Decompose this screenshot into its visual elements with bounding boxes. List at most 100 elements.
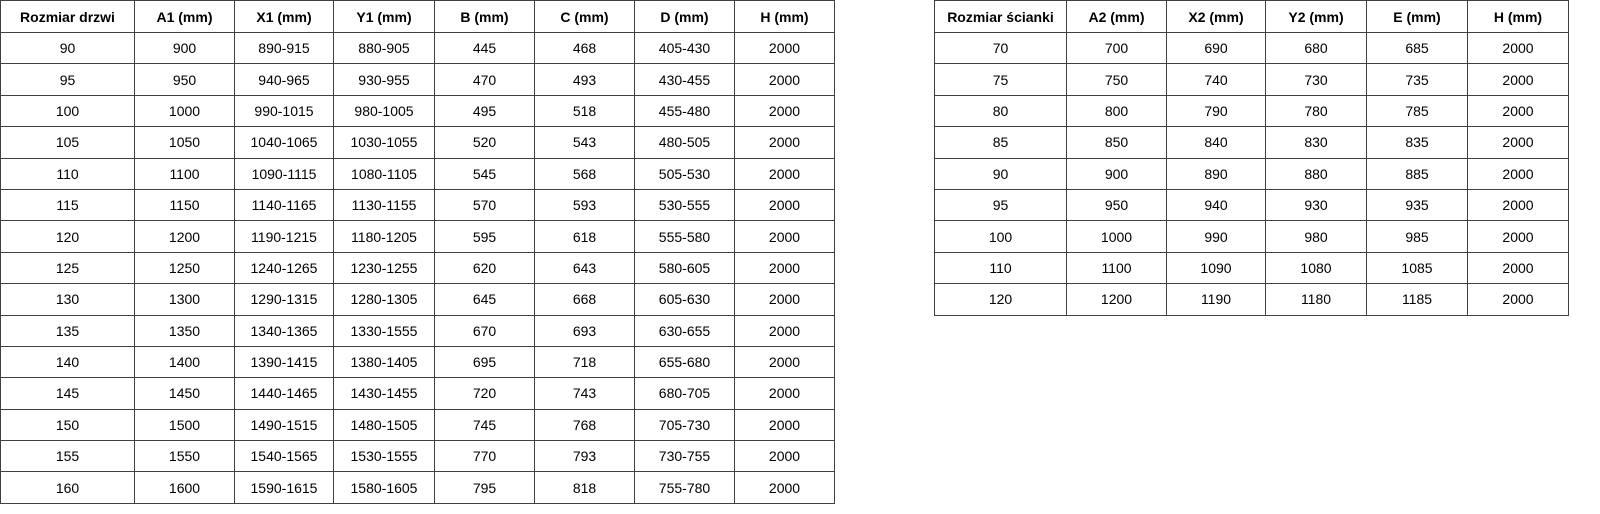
table-cell: 1240-1265 bbox=[234, 251, 334, 285]
table-cell: 730 bbox=[1265, 63, 1367, 96]
table-cell: 580-605 bbox=[634, 251, 735, 285]
table-cell: 1180-1205 bbox=[333, 220, 435, 253]
table-row: 145 1450 1440-1465 1430-1455 720 743 680-705 20… bbox=[0, 377, 835, 410]
table-cell: 935 bbox=[1366, 188, 1468, 222]
table-cell: 990-1015 bbox=[234, 94, 334, 128]
table-cell: 145 bbox=[0, 377, 135, 410]
table-cell: 1000 bbox=[134, 94, 235, 128]
table-cell: 405-430 bbox=[634, 31, 735, 65]
table-cell: 1400 bbox=[134, 345, 235, 379]
column-header: D (mm) bbox=[634, 0, 735, 33]
table-cell: 668 bbox=[534, 283, 635, 316]
table-cell: 2000 bbox=[734, 408, 835, 442]
table-cell: 495 bbox=[434, 94, 535, 128]
table-cell: 445 bbox=[434, 31, 535, 65]
door-size-table: Rozmiar drzwi A1 (mm) X1 (mm) Y1 (mm) B (mm)… bbox=[0, 0, 835, 504]
table-cell: 160 bbox=[0, 471, 135, 504]
table-cell: 790 bbox=[1166, 94, 1266, 128]
table-cell: 543 bbox=[534, 126, 635, 159]
table-cell: 1340-1365 bbox=[234, 314, 334, 347]
table-cell: 680-705 bbox=[634, 377, 735, 410]
table-cell: 900 bbox=[1066, 157, 1167, 190]
table-cell: 135 bbox=[0, 314, 135, 347]
table-cell: 718 bbox=[534, 345, 635, 379]
table-cell: 155 bbox=[0, 440, 135, 473]
table-cell: 700 bbox=[1066, 31, 1167, 65]
table-cell: 2000 bbox=[734, 220, 835, 253]
column-header: Rozmiar ścianki bbox=[934, 0, 1067, 33]
table-cell: 605-630 bbox=[634, 283, 735, 316]
table-cell: 2000 bbox=[734, 440, 835, 473]
table-cell: 2000 bbox=[1467, 94, 1569, 128]
table-cell: 593 bbox=[534, 188, 635, 222]
table-row: 85 850 840 830 835 2000 bbox=[934, 126, 1569, 159]
table-cell: 568 bbox=[534, 157, 635, 190]
table-cell: 1250 bbox=[134, 251, 235, 285]
table-cell: 95 bbox=[0, 63, 135, 96]
table-cell: 680 bbox=[1265, 31, 1367, 65]
table-cell: 70 bbox=[934, 31, 1067, 65]
table-cell: 1190 bbox=[1166, 283, 1266, 316]
table-cell: 1190-1215 bbox=[234, 220, 334, 253]
table-cell: 1100 bbox=[134, 157, 235, 190]
table-cell: 900 bbox=[134, 31, 235, 65]
table-cell: 1600 bbox=[134, 471, 235, 504]
table-cell: 880-905 bbox=[333, 31, 435, 65]
table-cell: 985 bbox=[1366, 220, 1468, 253]
table-cell: 1185 bbox=[1366, 283, 1468, 316]
table-cell: 2000 bbox=[1467, 251, 1569, 285]
table-cell: 75 bbox=[934, 63, 1067, 96]
column-header: X1 (mm) bbox=[234, 0, 334, 33]
table-cell: 110 bbox=[934, 251, 1067, 285]
table-cell: 90 bbox=[0, 31, 135, 65]
table-cell: 470 bbox=[434, 63, 535, 96]
table-cell: 468 bbox=[534, 31, 635, 65]
table-row: 155 1550 1540-1565 1530-1555 770 793 730-755 20… bbox=[0, 440, 835, 473]
table-cell: 705-730 bbox=[634, 408, 735, 442]
table-cell: 990 bbox=[1166, 220, 1266, 253]
table-cell: 120 bbox=[0, 220, 135, 253]
table-cell: 2000 bbox=[1467, 63, 1569, 96]
table-cell: 1150 bbox=[134, 188, 235, 222]
table-cell: 1450 bbox=[134, 377, 235, 410]
table-cell: 770 bbox=[434, 440, 535, 473]
table-cell: 2000 bbox=[1467, 126, 1569, 159]
header-row: Rozmiar drzwi A1 (mm) X1 (mm) Y1 (mm) B (mm)… bbox=[0, 0, 835, 33]
table-cell: 570 bbox=[434, 188, 535, 222]
table-cell: 2000 bbox=[1467, 188, 1569, 222]
table-cell: 2000 bbox=[734, 314, 835, 347]
table-cell: 480-505 bbox=[634, 126, 735, 159]
table-cell: 690 bbox=[1166, 31, 1266, 65]
table-cell: 835 bbox=[1366, 126, 1468, 159]
table-row: 150 1500 1490-1515 1480-1505 745 768 705-730 20… bbox=[0, 408, 835, 442]
column-header: Rozmiar drzwi bbox=[0, 0, 135, 33]
table-cell: 2000 bbox=[1467, 31, 1569, 65]
column-header: A1 (mm) bbox=[134, 0, 235, 33]
table-cell: 800 bbox=[1066, 94, 1167, 128]
table-cell: 940 bbox=[1166, 188, 1266, 222]
table-cell: 2000 bbox=[734, 63, 835, 96]
table-cell: 1280-1305 bbox=[333, 283, 435, 316]
table-cell: 1550 bbox=[134, 440, 235, 473]
table-cell: 830 bbox=[1265, 126, 1367, 159]
column-header: Y1 (mm) bbox=[333, 0, 435, 33]
column-header: B (mm) bbox=[434, 0, 535, 33]
table-row: 80 800 790 780 785 2000 bbox=[934, 94, 1569, 128]
table-cell: 2000 bbox=[1467, 220, 1569, 253]
table-cell: 2000 bbox=[1467, 157, 1569, 190]
column-header: A2 (mm) bbox=[1066, 0, 1167, 33]
table-cell: 685 bbox=[1366, 31, 1468, 65]
column-header: H (mm) bbox=[1467, 0, 1569, 33]
table-cell: 950 bbox=[1066, 188, 1167, 222]
table-cell: 110 bbox=[0, 157, 135, 190]
table-row: 110 1100 1090-1115 1080-1105 545 568 505-530 20… bbox=[0, 157, 835, 190]
table-cell: 80 bbox=[934, 94, 1067, 128]
table-cell: 695 bbox=[434, 345, 535, 379]
table-cell: 2000 bbox=[734, 31, 835, 65]
table-cell: 630-655 bbox=[634, 314, 735, 347]
table-cell: 2000 bbox=[734, 188, 835, 222]
table-cell: 595 bbox=[434, 220, 535, 253]
table-cell: 655-680 bbox=[634, 345, 735, 379]
table-cell: 780 bbox=[1265, 94, 1367, 128]
table-cell: 1590-1615 bbox=[234, 471, 334, 504]
